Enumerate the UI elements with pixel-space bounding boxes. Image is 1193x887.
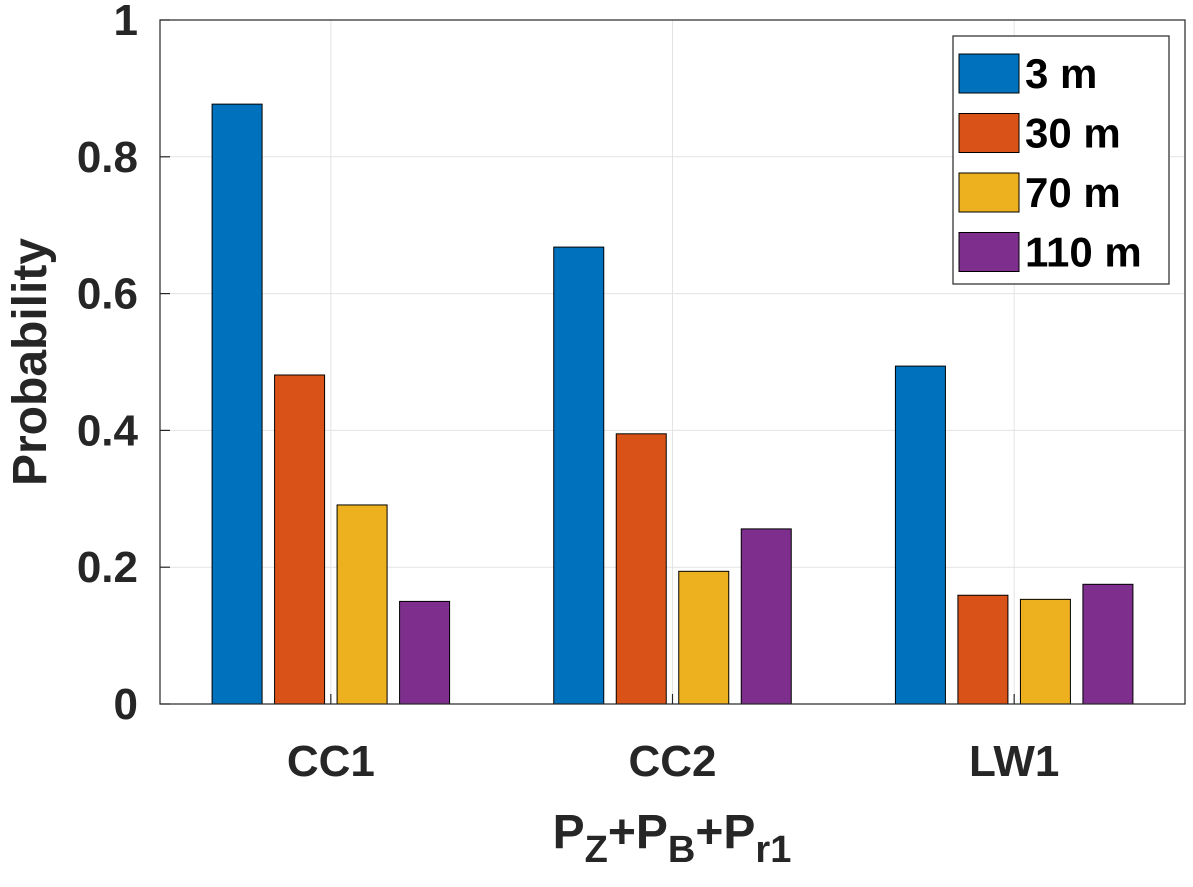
x-tick-label-cc2: CC2 — [628, 737, 716, 786]
legend-label-30m: 30 m — [1025, 110, 1121, 157]
bar-cc1-70m — [336, 504, 388, 705]
bar-lw1-70m — [1019, 598, 1071, 705]
x-label-base-2: +P — [608, 806, 668, 859]
bar-lw1-3m — [894, 365, 946, 705]
legend: 3 m 30 m 70 m 110 m — [952, 35, 1170, 285]
legend-label-70m: 70 m — [1025, 169, 1121, 216]
legend-swatch-3m — [958, 53, 1020, 94]
x-label-sub-1: Z — [585, 829, 608, 871]
legend-swatch-30m — [958, 113, 1020, 153]
x-label-base-3: +P — [695, 806, 755, 859]
bar-lw1-110m — [1082, 583, 1134, 705]
y-tick-label: 0.4 — [77, 406, 139, 455]
bar-lw1-30m — [957, 594, 1009, 705]
y-tick-label: 1 — [114, 0, 138, 45]
bar-cc1-3m — [211, 103, 263, 705]
legend-swatch-110m — [958, 232, 1020, 272]
bars-group — [211, 103, 1134, 705]
y-axis-ticks: 0 0.2 0.4 0.6 0.8 1 — [77, 0, 170, 729]
legend-swatch-70m — [958, 172, 1020, 213]
x-label-base-1: P — [553, 806, 585, 859]
x-axis-label: PZ+PB+Pr1 — [553, 806, 792, 871]
legend-label-3m: 3 m — [1025, 50, 1097, 97]
bar-cc2-3m — [553, 246, 605, 705]
y-tick-label: 0.2 — [77, 543, 138, 592]
bar-cc1-30m — [274, 374, 326, 705]
x-tick-label-lw1: LW1 — [969, 737, 1059, 786]
y-tick-label: 0.8 — [77, 133, 138, 182]
x-axis-ticks: CC1 CC2 LW1 — [287, 694, 1059, 786]
bar-cc2-110m — [740, 528, 792, 705]
y-tick-label: 0.6 — [77, 270, 138, 319]
bar-cc1-110m — [399, 600, 451, 705]
legend-label-110m: 110 m — [1025, 229, 1142, 276]
x-tick-label-cc1: CC1 — [287, 737, 375, 786]
x-label-sub-2: B — [668, 829, 695, 871]
bar-cc2-30m — [615, 433, 667, 705]
bar-cc2-70m — [678, 570, 730, 705]
y-tick-label: 0 — [114, 680, 138, 729]
y-axis-label: Probability — [4, 238, 57, 486]
x-label-sub-3: r1 — [755, 829, 791, 871]
